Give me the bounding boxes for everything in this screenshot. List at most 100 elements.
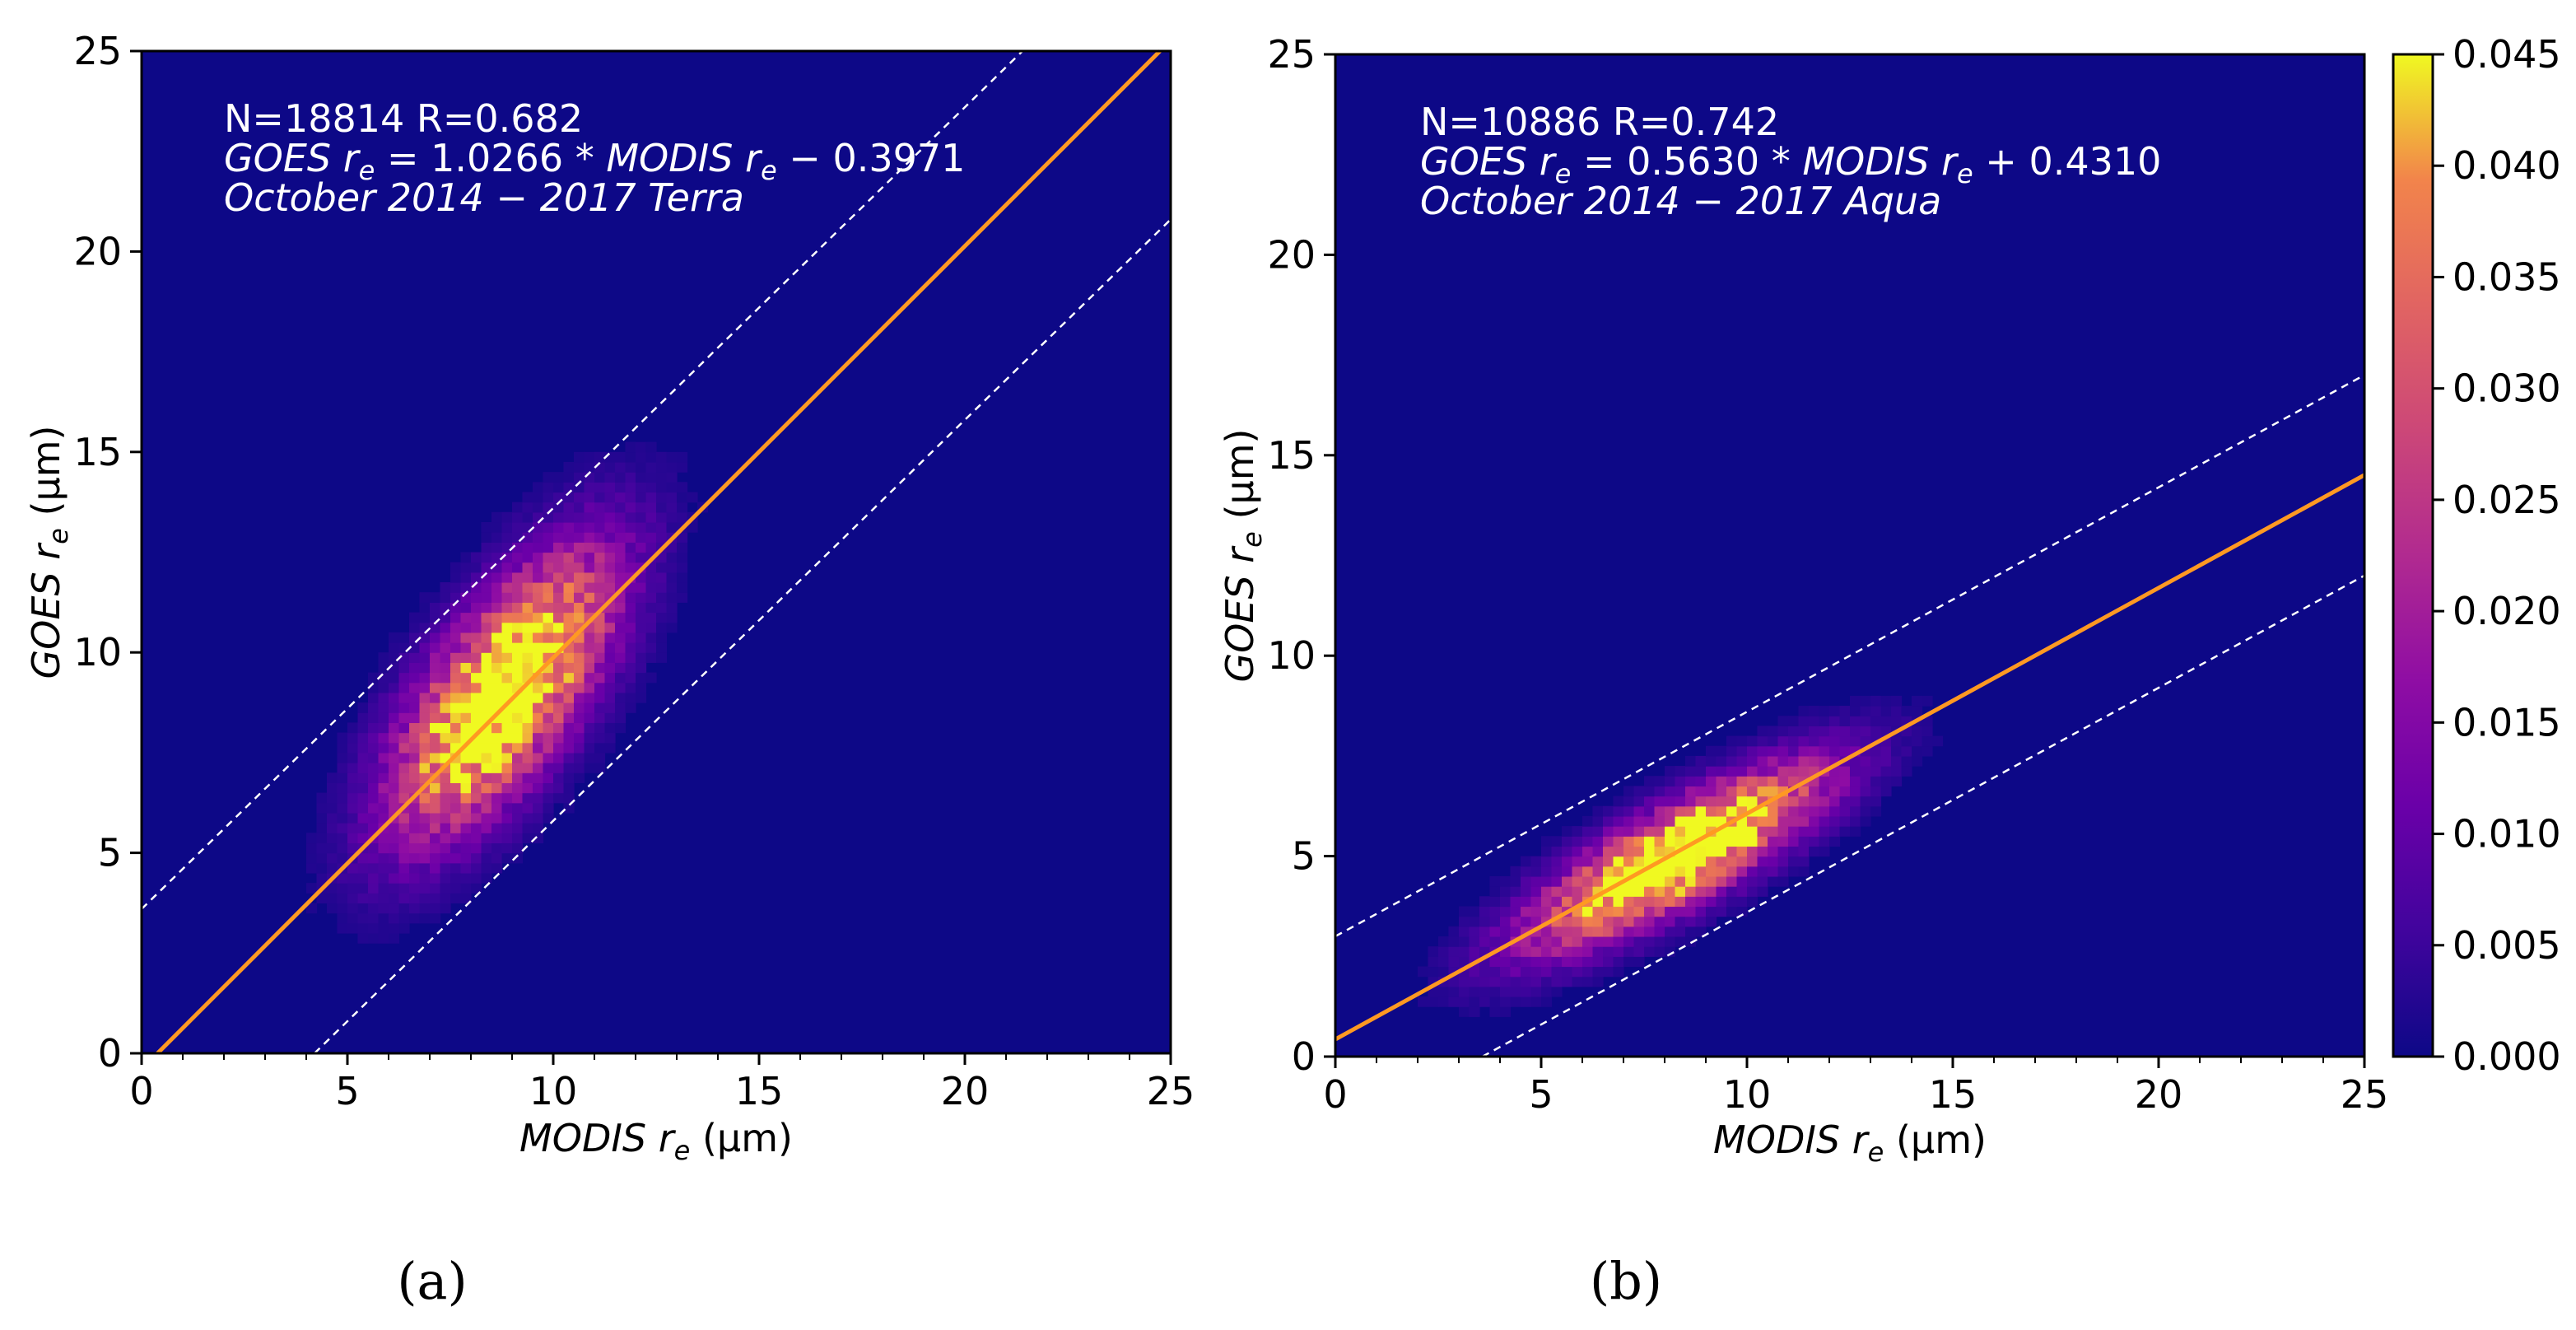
heatmap-cell (522, 492, 533, 503)
heatmap-cell (1809, 735, 1820, 747)
heatmap-cell (1592, 836, 1604, 847)
heatmap-cell (1788, 726, 1800, 737)
heatmap-cell (1798, 826, 1810, 837)
heatmap-cell (501, 732, 513, 744)
heatmap-cell (636, 602, 647, 614)
heatmap-cell (440, 672, 451, 684)
heatmap-cell (450, 732, 462, 744)
heatmap-cell (1510, 866, 1521, 877)
heatmap-cell (460, 823, 472, 833)
heatmap-cell (1562, 956, 1573, 968)
heatmap-cell (471, 812, 482, 824)
heatmap-cell (1644, 896, 1656, 908)
heatmap-cell (1562, 966, 1573, 978)
heatmap-cell (409, 893, 421, 904)
heatmap-cell (1448, 996, 1460, 1007)
heatmap-cell (522, 582, 533, 593)
heatmap-cell (398, 862, 410, 874)
heatmap-cell (687, 492, 698, 503)
heatmap-cell (440, 872, 451, 884)
heatmap-cell (430, 612, 441, 623)
heatmap-cell (481, 542, 492, 553)
heatmap-cell (1675, 856, 1686, 867)
heatmap-cell (1675, 866, 1686, 877)
heatmap-cell (1562, 896, 1573, 908)
heatmap-cell (409, 872, 421, 884)
heatmap-cell (481, 692, 492, 703)
heatmap-cell (450, 802, 462, 814)
heatmap-cell (430, 872, 441, 884)
heatmap-cell (306, 852, 318, 864)
heatmap-cell (584, 722, 595, 734)
heatmap-cell (481, 833, 492, 844)
heatmap-cell (543, 682, 554, 693)
bound-line (314, 218, 1172, 1054)
heatmap-cell (1747, 776, 1758, 787)
heatmap-cell (398, 852, 410, 864)
heatmap-cell (460, 552, 472, 563)
heatmap-cell (1572, 826, 1583, 837)
heatmap-cell (481, 652, 492, 663)
heatmap-cell (1530, 906, 1542, 917)
heatmap-cell (398, 752, 410, 763)
heatmap-cell (368, 742, 380, 754)
heatmap-cell (594, 702, 606, 713)
heatmap-cell (481, 763, 492, 773)
heatmap-cell (1747, 745, 1758, 757)
heatmap-cell (1613, 916, 1624, 927)
heatmap-cell (368, 922, 380, 934)
heatmap-cell (1603, 916, 1614, 927)
heatmap-cell (501, 511, 513, 523)
heatmap-cell (1726, 846, 1738, 857)
heatmap-cell (481, 772, 492, 784)
heatmap-cell (594, 521, 606, 533)
heatmap-cell (1716, 776, 1727, 787)
heatmap-cell (1716, 786, 1727, 797)
heatmap-cell (594, 672, 606, 684)
heatmap-cell (522, 662, 533, 674)
heatmap-cell (430, 662, 441, 674)
heatmap-cell (419, 752, 431, 763)
heatmap-cell (666, 542, 678, 553)
heatmap-cell (1654, 826, 1665, 837)
heatmap-cell (389, 672, 400, 684)
heatmap-cell (1850, 726, 1861, 737)
heatmap-cell (419, 903, 431, 914)
heatmap-cell (378, 662, 389, 674)
heatmap-cell (636, 682, 647, 693)
heatmap-cell (522, 562, 533, 573)
heatmap-cell (1613, 896, 1624, 908)
heatmap-cell (553, 622, 565, 633)
heatmap-cell (501, 521, 513, 533)
heatmap-cell (1582, 926, 1594, 937)
heatmap-cell (677, 552, 688, 563)
heatmap-cell (543, 772, 554, 784)
heatmap-cell (656, 632, 668, 643)
heatmap-cell (1819, 726, 1830, 737)
heatmap-cell (1633, 836, 1645, 847)
heatmap-cell (574, 742, 585, 754)
heatmap-cell (1665, 886, 1676, 897)
heatmap-cell (1839, 766, 1851, 777)
heatmap-cell (1510, 996, 1521, 1007)
heatmap-cell (604, 482, 616, 493)
heatmap-cell (604, 461, 616, 473)
heatmap-cell (1479, 926, 1491, 937)
heatmap-cell (574, 511, 585, 523)
heatmap-cell (347, 833, 359, 844)
colorbar-tick-label: 0.030 (2453, 366, 2561, 411)
heatmap-cell (378, 782, 389, 794)
heatmap-cell (533, 612, 544, 623)
heatmap-cell (1819, 826, 1830, 837)
heatmap-cell (1469, 926, 1480, 937)
heatmap-cell (491, 542, 503, 553)
heatmap-cell (378, 702, 389, 713)
heatmap-cell (615, 472, 627, 483)
heatmap-cell (553, 792, 565, 804)
heatmap-cell (471, 883, 482, 894)
heatmap-cell (533, 712, 544, 723)
heatmap-cell (563, 612, 575, 623)
heatmap-cell (481, 602, 492, 614)
heatmap-cell (1891, 776, 1903, 787)
heatmap-cell (512, 632, 524, 643)
